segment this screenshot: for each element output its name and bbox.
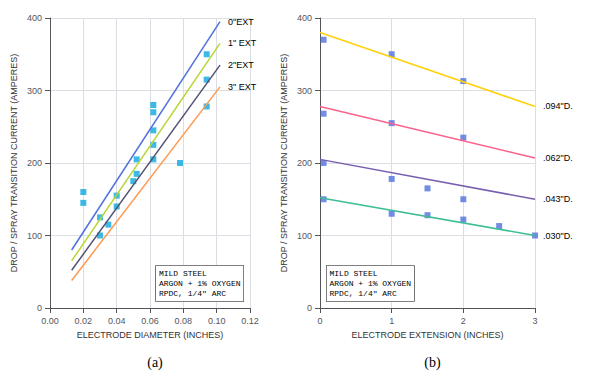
svg-text:0.06: 0.06 (141, 316, 159, 326)
svg-text:.043"D.: .043"D. (543, 194, 573, 204)
svg-text:300: 300 (297, 86, 312, 96)
svg-text:(b): (b) (424, 355, 441, 371)
svg-text:MILD STEEL: MILD STEEL (159, 269, 207, 278)
svg-text:DROP / SPRAY TRANSITION CURREN: DROP / SPRAY TRANSITION CURRENT (AMPERES… (279, 54, 289, 273)
svg-text:RPDC, 1/4" ARC: RPDC, 1/4" ARC (159, 289, 226, 298)
svg-text:.062"D.: .062"D. (543, 153, 573, 163)
svg-text:ELECTRODE EXTENSION (INCHES): ELECTRODE EXTENSION (INCHES) (351, 330, 503, 340)
svg-text:3: 3 (532, 316, 537, 326)
svg-text:200: 200 (297, 158, 312, 168)
svg-text:1" EXT: 1" EXT (228, 38, 257, 48)
svg-text:ARGON + 1% OXYGEN: ARGON + 1% OXYGEN (330, 279, 412, 288)
svg-text:100: 100 (27, 231, 42, 241)
svg-text:0: 0 (317, 316, 322, 326)
svg-text:MILD STEEL: MILD STEEL (330, 269, 378, 278)
svg-text:0"EXT: 0"EXT (228, 17, 254, 27)
svg-text:.030"D.: .030"D. (543, 231, 573, 241)
svg-text:2"EXT: 2"EXT (228, 60, 254, 70)
svg-text:RPDC, 1/4" ARC: RPDC, 1/4" ARC (330, 289, 397, 298)
svg-text:0.10: 0.10 (208, 316, 226, 326)
svg-text:2: 2 (461, 316, 466, 326)
svg-text:.094"D.: .094"D. (543, 101, 573, 111)
svg-text:100: 100 (297, 231, 312, 241)
svg-text:0: 0 (307, 303, 312, 313)
svg-text:300: 300 (27, 86, 42, 96)
svg-text:1: 1 (389, 316, 394, 326)
svg-text:0.08: 0.08 (175, 316, 193, 326)
svg-text:0.04: 0.04 (108, 316, 126, 326)
svg-text:(a): (a) (147, 355, 163, 371)
svg-text:400: 400 (27, 13, 42, 23)
svg-text:0.02: 0.02 (75, 316, 93, 326)
svg-text:ARGON + 1% OXYGEN: ARGON + 1% OXYGEN (159, 279, 241, 288)
svg-text:200: 200 (27, 158, 42, 168)
svg-text:400: 400 (297, 13, 312, 23)
svg-text:0.12: 0.12 (241, 316, 259, 326)
svg-text:DROP / SPRAY TRANSITION CURREN: DROP / SPRAY TRANSITION CURRENT (AMPERES… (9, 54, 19, 273)
svg-text:0: 0 (37, 303, 42, 313)
svg-text:3" EXT: 3" EXT (228, 82, 257, 92)
svg-text:ELECTRODE DIAMETER (INCHES): ELECTRODE DIAMETER (INCHES) (77, 330, 224, 340)
svg-text:0.00: 0.00 (41, 316, 59, 326)
